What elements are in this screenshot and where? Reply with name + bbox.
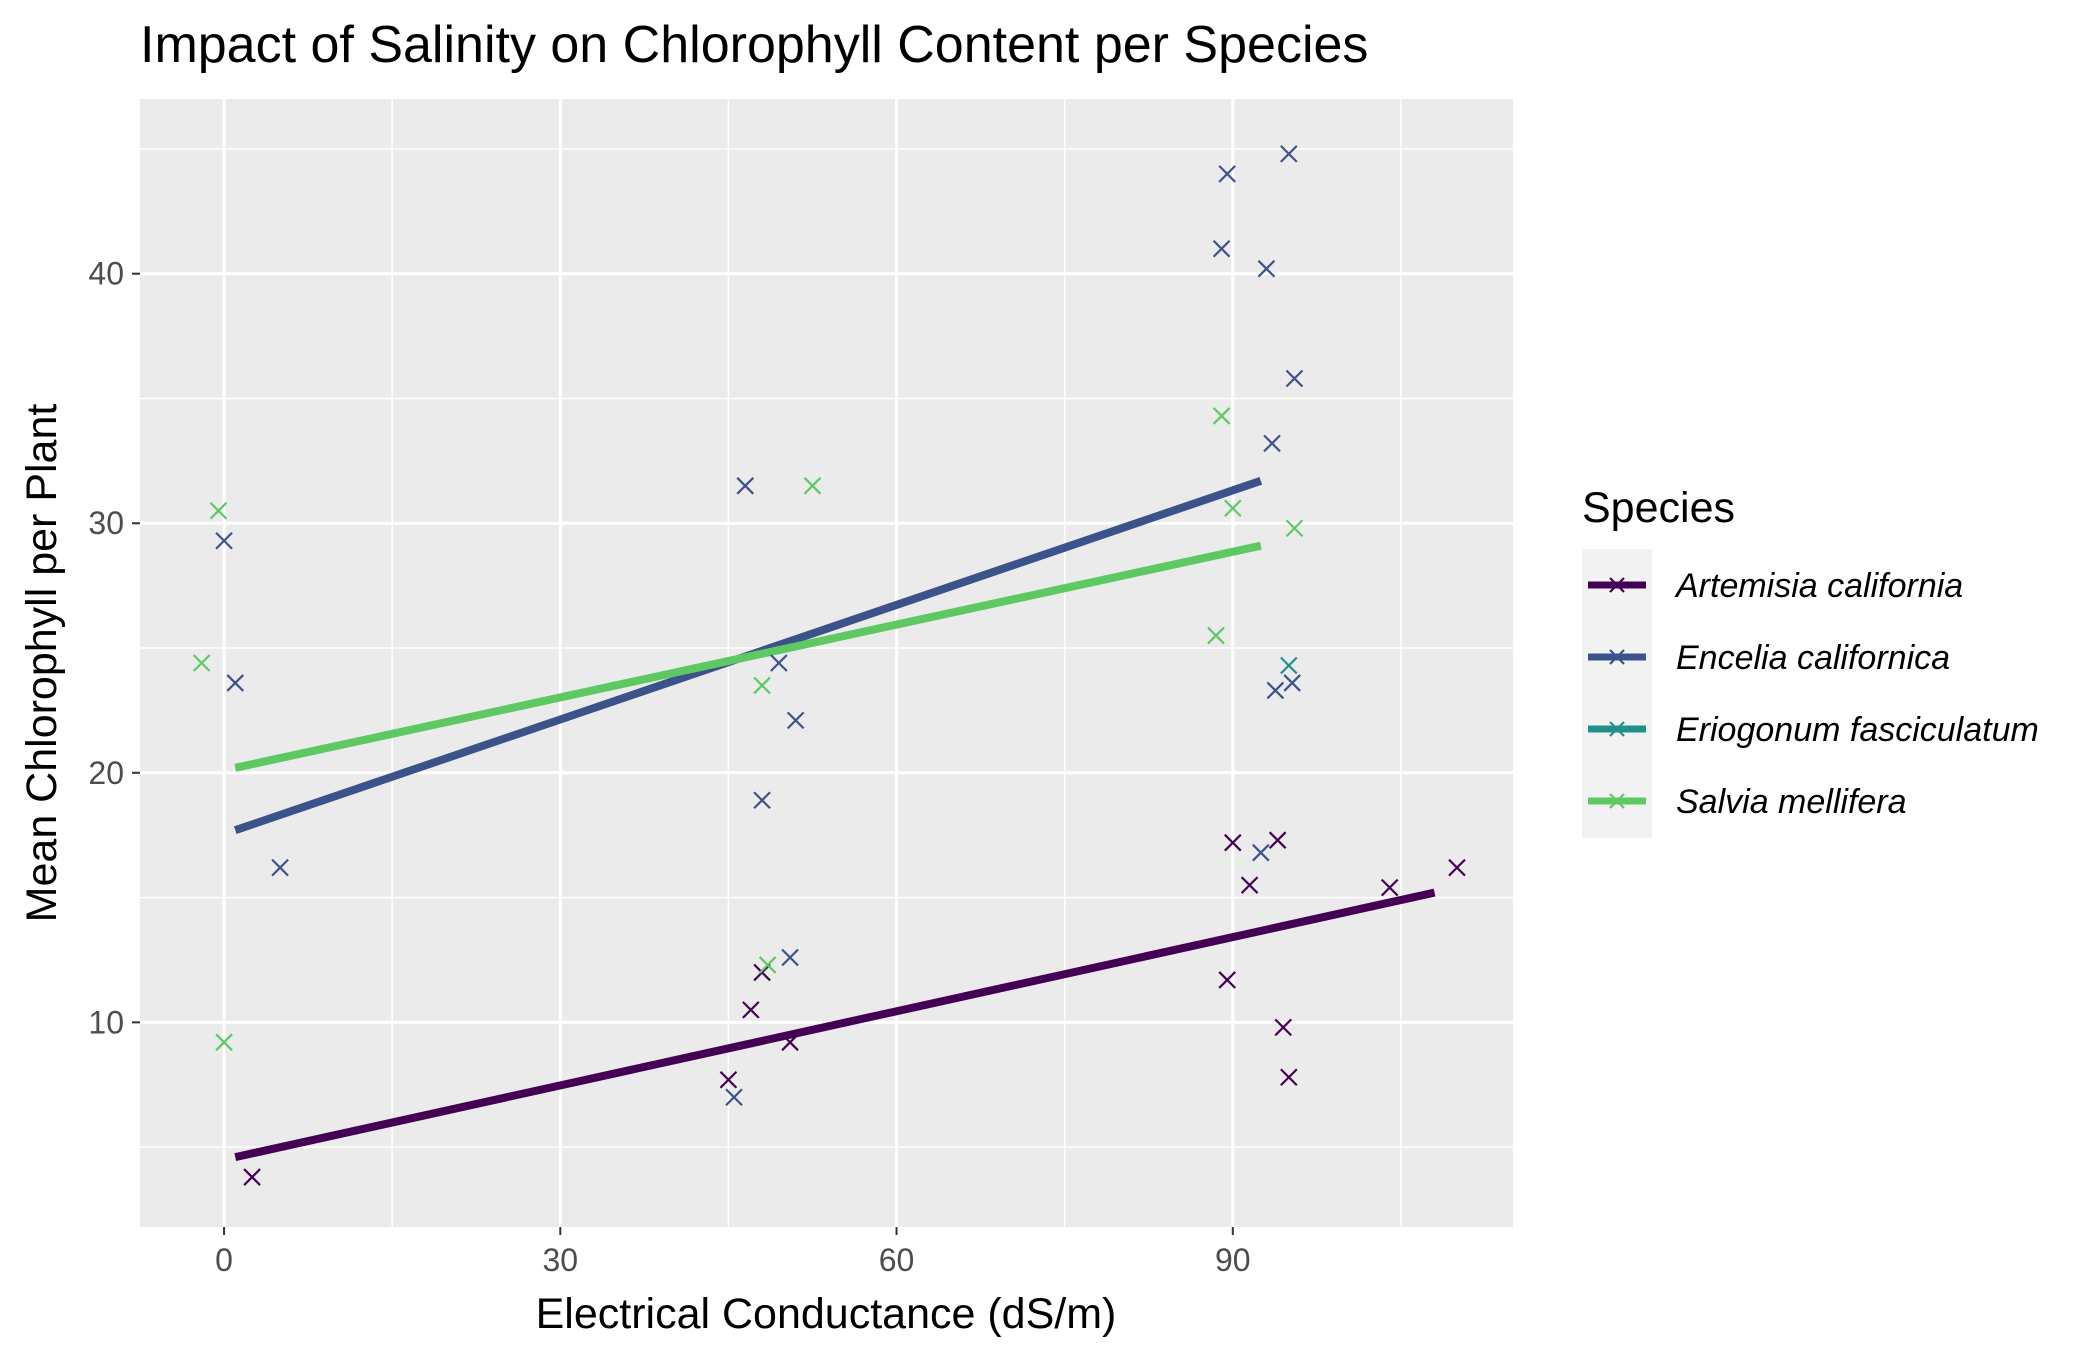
- plot-panel: [140, 99, 1513, 1227]
- data-point: [1280, 656, 1298, 675]
- data-point: [719, 1070, 738, 1089]
- data-point: [1212, 239, 1231, 258]
- legend-label: Salvia mellifera: [1676, 783, 1907, 821]
- data-point: [781, 1033, 799, 1052]
- data-point: [215, 1033, 233, 1052]
- y-tick-label: 10: [88, 1004, 124, 1040]
- data-point: [1285, 519, 1304, 538]
- data-point: [786, 711, 805, 730]
- data-point: [192, 654, 211, 672]
- y-axis-title: Mean Chlorophyll per Plant: [18, 404, 66, 923]
- x-tick-label: 30: [543, 1242, 579, 1278]
- legend-key-background: [1582, 549, 1652, 838]
- data-point: [1224, 833, 1242, 852]
- data-point: [271, 858, 289, 877]
- legend-label: Artemisia california: [1674, 567, 1963, 605]
- data-point: [1283, 674, 1301, 692]
- grid-major: [140, 99, 1513, 1227]
- legend-key-marker: [1609, 721, 1625, 737]
- legend: Species Artemisia california Encelia cali…: [1582, 484, 2039, 838]
- y-tick-label: 30: [88, 505, 124, 541]
- data-point: [1280, 1068, 1298, 1087]
- trend-lines: [233, 477, 1436, 1162]
- data-point: [1263, 434, 1281, 453]
- data-point: [1268, 831, 1287, 849]
- data-point: [1218, 971, 1236, 989]
- data-point: [803, 477, 822, 495]
- data-point: [1252, 843, 1270, 862]
- data-point: [215, 531, 233, 550]
- data-point: [226, 674, 245, 692]
- data-point: [1280, 145, 1298, 163]
- x-tick-label: 90: [1215, 1242, 1251, 1278]
- data-point: [742, 1001, 760, 1019]
- legend-label: Encelia californica: [1676, 639, 1950, 677]
- y-axis: 10 20 30 40: [88, 256, 140, 1040]
- trend-line: [234, 888, 1436, 1162]
- legend-key-marker: [1609, 793, 1625, 809]
- data-point: [1224, 499, 1242, 518]
- x-axis: 0 30 60 90: [215, 1227, 1251, 1278]
- data-point: [1274, 1018, 1293, 1037]
- legend-key-marker: [1609, 577, 1625, 593]
- data-point: [770, 654, 788, 672]
- data-point: [753, 963, 771, 982]
- data-point: [758, 956, 777, 974]
- data-point: [781, 948, 799, 967]
- trend-line: [234, 541, 1262, 772]
- data-point: [1266, 681, 1285, 700]
- data-point: [753, 676, 771, 695]
- data-point: [1212, 407, 1231, 425]
- data-point: [209, 501, 228, 520]
- data-point: [1240, 876, 1259, 894]
- data-point: [736, 477, 755, 495]
- x-tick-label: 0: [215, 1242, 233, 1278]
- data-point: [753, 791, 771, 810]
- data-point: [1380, 878, 1399, 897]
- legend-key-marker: [1609, 649, 1625, 665]
- legend-title: Species: [1582, 484, 1735, 532]
- data-points: [192, 145, 1466, 1186]
- y-tick-label: 20: [88, 755, 124, 791]
- data-point: [1257, 259, 1276, 278]
- chart-title: Impact of Salinity on Chlorophyll Conten…: [140, 16, 1368, 74]
- x-tick-label: 60: [879, 1242, 915, 1278]
- data-point: [1207, 626, 1225, 645]
- legend-label: Eriogonum fasciculatum: [1676, 711, 2039, 749]
- x-axis-title: Electrical Conductance (dS/m): [536, 1290, 1117, 1338]
- data-point: [1285, 369, 1304, 388]
- data-point: [725, 1088, 743, 1107]
- y-tick-label: 40: [88, 256, 124, 292]
- data-point: [1448, 858, 1466, 877]
- data-point: [1218, 165, 1236, 183]
- data-point: [243, 1168, 261, 1186]
